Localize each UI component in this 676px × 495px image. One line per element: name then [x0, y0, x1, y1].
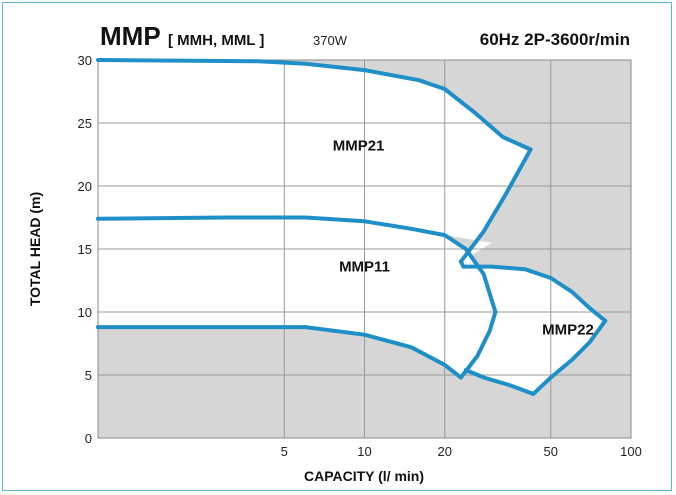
curve-1 [96, 58, 533, 152]
curve-5 [458, 310, 498, 380]
y-tick-label-10: 10 [78, 305, 92, 320]
curve-7 [531, 318, 608, 396]
curve-3 [96, 325, 463, 380]
region-labels: MMP21 MMP11 MMP22 [333, 138, 594, 339]
y-axis-ticks: 0 5 10 15 20 25 30 [78, 53, 92, 446]
curve-8 [463, 368, 536, 396]
region-label-mmp11: MMP11 [339, 259, 390, 276]
curve-6 [458, 259, 608, 323]
operating-regions [98, 60, 606, 394]
performance-curves [96, 58, 608, 396]
y-tick-label-0: 0 [85, 431, 92, 446]
y-tick-label-25: 25 [78, 116, 92, 131]
region-fill-mmp11 [98, 217, 496, 378]
chart-spec: 60Hz 2P-3600r/min [480, 30, 630, 49]
x-tick-label-10: 10 [357, 444, 371, 459]
region-label-mmp22: MMP22 [542, 322, 594, 339]
x-tick-label-5: 5 [281, 444, 288, 459]
y-tick-label-20: 20 [78, 179, 92, 194]
region-label-mmp21: MMP21 [333, 138, 385, 155]
curve-4 [458, 147, 533, 264]
y-tick-label-15: 15 [78, 242, 92, 257]
y-axis-title: TOTAL HEAD (m) [27, 192, 43, 306]
x-axis-title: CAPACITY (l/ min) [304, 468, 424, 484]
chart-title-models: [ MMH, MML ] [168, 32, 264, 49]
x-tick-label-50: 50 [544, 444, 558, 459]
x-axis-ticks: 5 10 20 50 100 [281, 444, 642, 459]
plot-border [97, 59, 632, 439]
region-fill-mmp21 [98, 60, 531, 262]
x-tick-label-100: 100 [620, 444, 642, 459]
chart-frame [2, 2, 672, 491]
chart-title: MMP [100, 21, 161, 51]
x-tick-label-20: 20 [437, 444, 451, 459]
y-tick-label-30: 30 [78, 53, 92, 68]
chart-power: 370W [313, 33, 348, 48]
y-tick-label-5: 5 [85, 368, 92, 383]
